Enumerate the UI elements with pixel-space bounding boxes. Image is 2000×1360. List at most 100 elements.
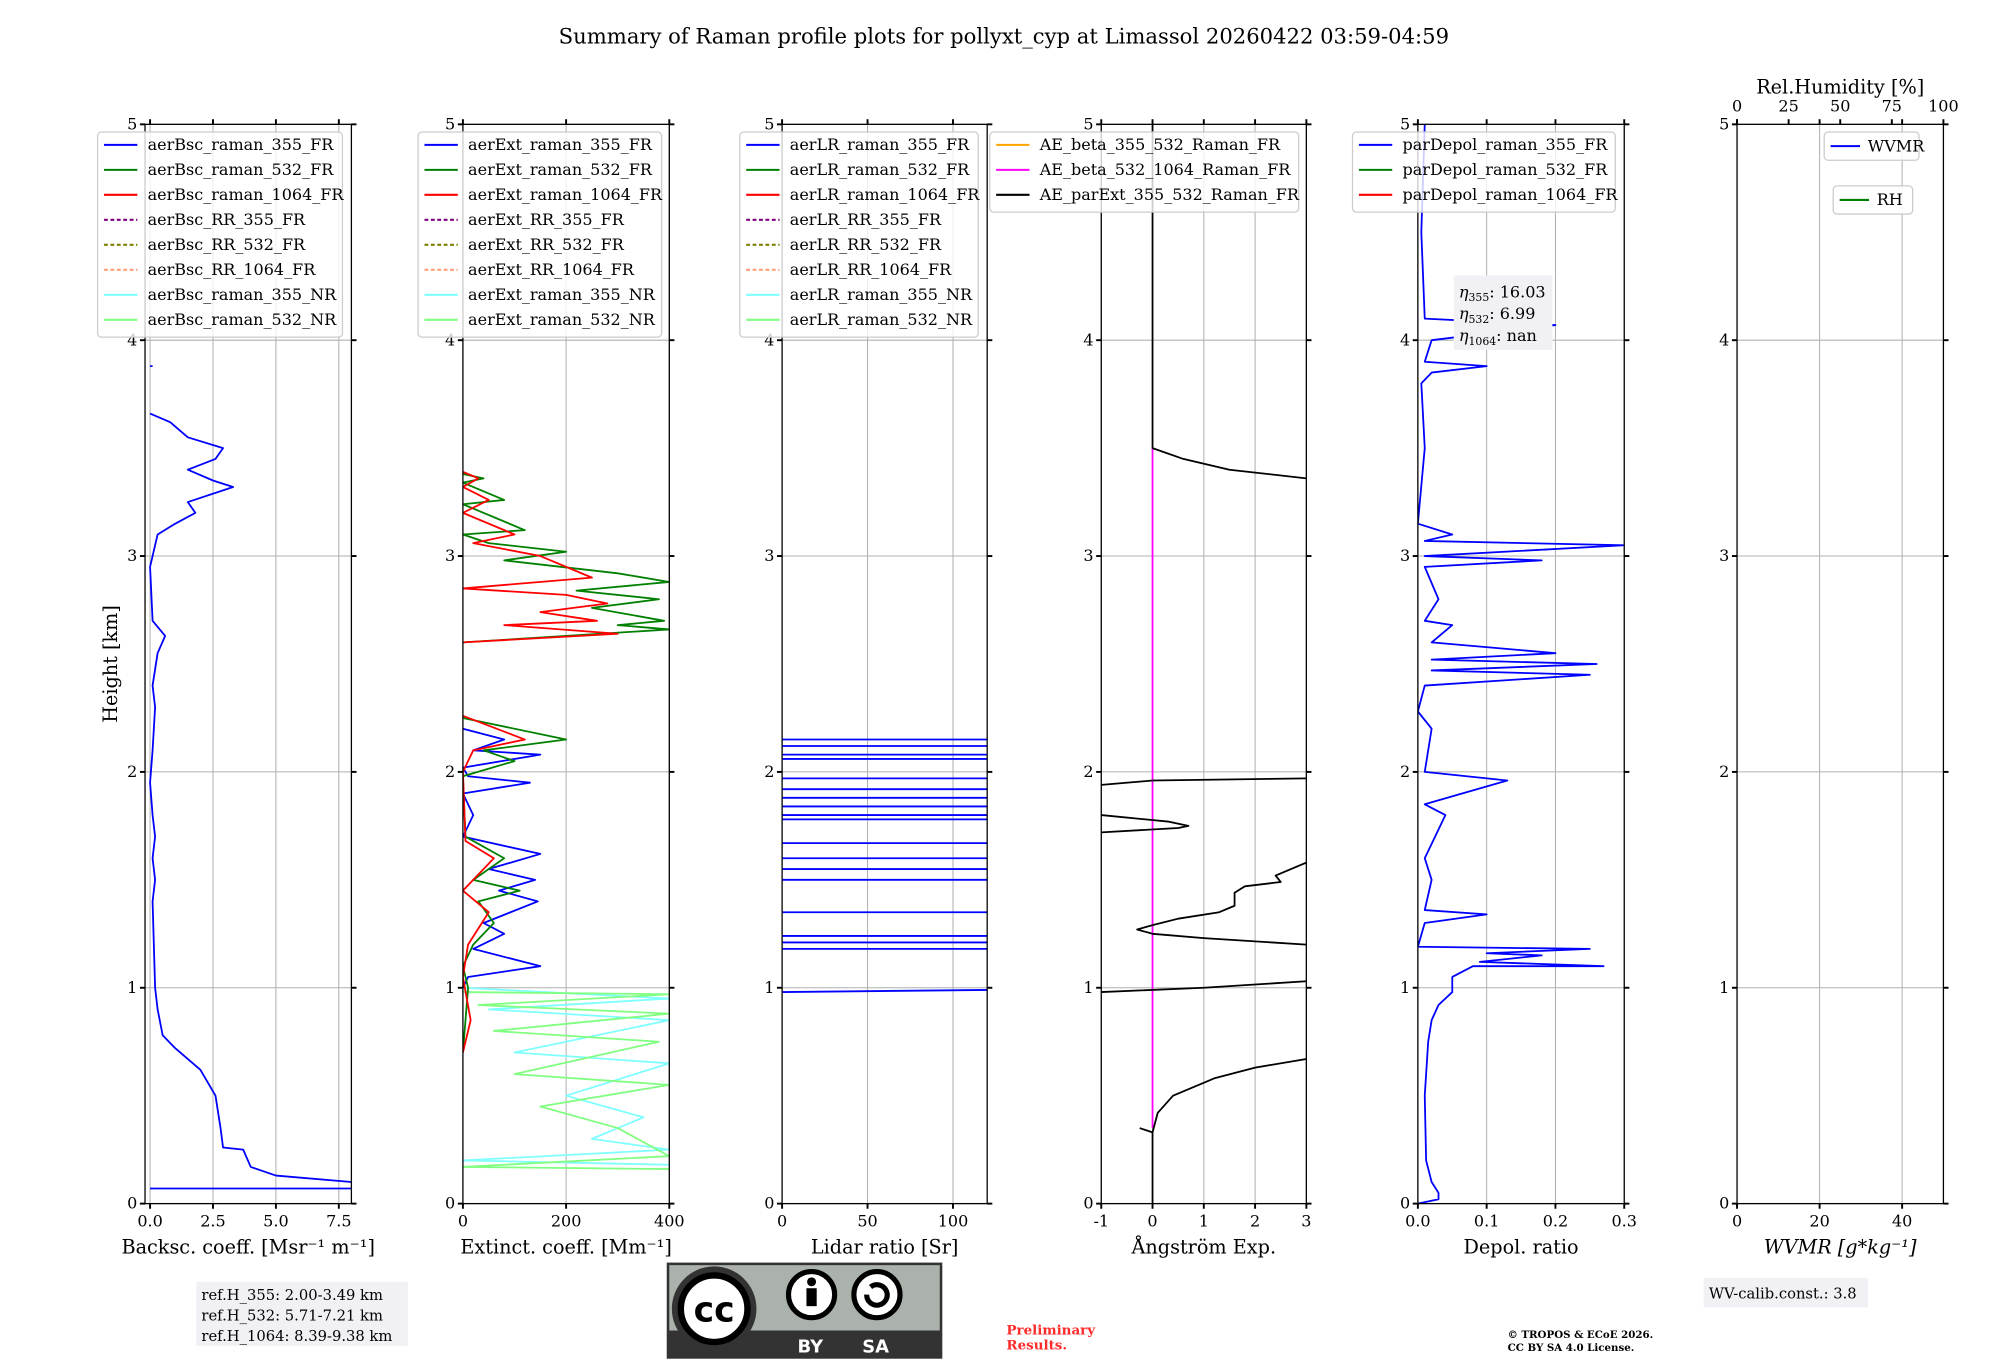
legend-label: aerBsc_raman_1064_FR [148, 185, 345, 204]
legend-label: aerExt_raman_532_NR [468, 310, 656, 329]
reference-heights-box: ref.H_355: 2.00-3.49 km ref.H_532: 5.71-… [196, 1281, 408, 1346]
series-line-AE_parExt_355_532_Raman_FR [1151, 124, 1307, 480]
x-tick-label: 50 [857, 1212, 877, 1231]
legend-label: AE_parExt_355_532_Raman_FR [1039, 185, 1300, 204]
y-tick-label: 0 [127, 1194, 137, 1213]
legend-label: aerExt_raman_355_FR [468, 135, 653, 154]
wv-calibration-box: WV-calib.const.: 3.8 [1703, 1277, 1868, 1308]
y-tick-label: 5 [127, 114, 137, 133]
copyright-line-1: © TROPOS & ECoE 2026. [1508, 1329, 1654, 1341]
top-x-axis-label: Rel.Humidity [%] [1756, 76, 1924, 99]
y-tick-label: 1 [127, 978, 137, 997]
legend-label: AE_beta_532_1064_Raman_FR [1039, 160, 1291, 179]
x-tick-label: 7.5 [326, 1212, 351, 1231]
x-axis-label: Lidar ratio [Sr] [811, 1236, 959, 1259]
x-axis-label: Depol. ratio [1464, 1236, 1579, 1259]
series-line-AE_parExt_355_532_Raman_FR [1139, 1127, 1154, 1204]
legend-label: aerLR_RR_532_FR [790, 235, 942, 254]
legend-label: aerExt_RR_1064_FR [468, 260, 635, 279]
y-tick-label: 1 [445, 978, 455, 997]
legend-label: aerLR_RR_355_FR [790, 210, 942, 229]
y-tick-label: 5 [764, 114, 774, 133]
preliminary-line-2: Results. [1006, 1338, 1067, 1354]
wv-calibration-constant: WV-calib.const.: 3.8 [1709, 1285, 1857, 1302]
legend-label: aerLR_raman_532_NR [790, 310, 973, 329]
legend-label: parDepol_raman_532_FR [1402, 160, 1608, 179]
x-axis-label: Extinct. coeff. [Mm⁻¹] [460, 1236, 671, 1259]
series-line-aerExt_raman_1064_FR [462, 471, 619, 644]
y-tick-label: 2 [1400, 762, 1410, 781]
legend: WVMR RH [1823, 131, 1925, 215]
cc-by-sa-logo: cc BY SA [666, 1262, 943, 1359]
legend: AE_beta_355_532_Raman_FR AE_beta_532_1064… [989, 131, 1300, 213]
x-tick-label: 2 [1250, 1212, 1260, 1231]
y-tick-label: 4 [764, 330, 774, 349]
series-line-AE_parExt_355_532_Raman_FR [1101, 980, 1307, 993]
legend-label: parDepol_raman_1064_FR [1402, 185, 1618, 204]
cc-logo-text: cc [694, 1291, 735, 1331]
x-axis-label: Ångström Exp. [1131, 1236, 1277, 1259]
copyright-line-2: CC BY SA 4.0 License. [1508, 1342, 1635, 1354]
legend-label: aerBsc_raman_532_NR [148, 310, 338, 329]
x-tick-label: 0.1 [1474, 1212, 1499, 1231]
y-tick-label: 5 [445, 114, 455, 133]
eta-value: η355: 16.03 [1459, 282, 1546, 304]
legend-label: RH [1877, 190, 1903, 209]
panel-5: 0.0 0.1 0.2 0.3 0 1 2 3 4 5 Depol. ratio parDepol_r… [1351, 114, 1637, 1259]
y-tick-label: 3 [1719, 546, 1729, 565]
axes-frame [144, 123, 353, 1205]
legend-label: aerBsc_RR_1064_FR [148, 260, 317, 279]
x-tick-label: 3 [1301, 1212, 1311, 1231]
legend-label: AE_beta_355_532_Raman_FR [1039, 135, 1281, 154]
x-tick-label: 0 [1732, 1212, 1742, 1231]
y-axis-label: Height [km] [99, 605, 122, 723]
legend-label: aerBsc_raman_532_FR [148, 160, 335, 179]
y-tick-label: 2 [764, 762, 774, 781]
legend-label: aerExt_raman_532_FR [468, 160, 653, 179]
figure-title: Summary of Raman profile plots for polly… [559, 24, 1449, 49]
y-tick-label: 3 [445, 546, 455, 565]
top-x-tick-label: 0 [1732, 97, 1742, 116]
y-tick-label: 1 [1083, 978, 1093, 997]
legend: parDepol_raman_355_FR parDepol_raman_532_… [1351, 131, 1618, 213]
y-tick-label: 3 [764, 546, 774, 565]
y-tick-label: 0 [1400, 1194, 1410, 1213]
series-line-aerExt_raman_1064_FR [462, 714, 526, 1053]
y-tick-label: 5 [1719, 114, 1729, 133]
y-tick-label: 4 [1083, 330, 1093, 349]
y-tick-label: 4 [127, 330, 137, 349]
x-tick-label: 0 [1147, 1212, 1157, 1231]
ref-height-532: ref.H_532: 5.71-7.21 km [201, 1307, 383, 1324]
legend-label: aerLR_raman_1064_FR [790, 185, 981, 204]
legend: aerExt_raman_355_FR aerExt_raman_532_FRae… [417, 131, 663, 338]
y-tick-label: 2 [1083, 762, 1093, 781]
legend-label: aerExt_raman_1064_FR [468, 185, 663, 204]
y-tick-label: 2 [1719, 762, 1729, 781]
panels: 0.0 2.5 5.0 7.5 0 1 2 3 4 5 Backsc. coeff. [Msr⁻¹ … [96, 76, 1959, 1259]
legend-label: aerBsc_raman_355_FR [148, 135, 335, 154]
x-tick-label: 100 [938, 1212, 969, 1231]
x-tick-label: 400 [654, 1212, 685, 1231]
legend-label: aerBsc_raman_355_NR [148, 285, 338, 304]
panel-3: 0 50 100 0 1 2 3 4 5 Lidar ratio [Sr] aerLR_raman_… [739, 114, 993, 1259]
legend-label: aerExt_raman_355_NR [468, 285, 656, 304]
preliminary-line-1: Preliminary [1006, 1322, 1096, 1338]
share-alike-icon [864, 1282, 890, 1308]
x-tick-label: 200 [551, 1212, 582, 1231]
y-tick-label: 3 [127, 546, 137, 565]
top-x-tick-label: 75 [1882, 97, 1902, 116]
y-tick-label: 4 [1400, 330, 1410, 349]
panel-6: 0 20 40 0 1 2 3 4 5 WVMR [g*kg⁻¹] 0 25 50 75 100Rel.Hu… [1719, 76, 1959, 1259]
y-tick-label: 1 [764, 978, 774, 997]
series-line-parDepol_raman_355_FR [1417, 124, 1625, 1204]
legend-label: aerBsc_RR_355_FR [148, 210, 306, 229]
x-tick-label: -1 [1093, 1212, 1109, 1231]
top-x-tick-label: 50 [1830, 97, 1850, 116]
legend: aerLR_raman_355_FR aerLR_raman_532_FR aerL… [739, 131, 981, 338]
axes-frame [1417, 123, 1625, 1205]
y-tick-label: 1 [1719, 978, 1729, 997]
legend-label: aerLR_raman_355_NR [790, 285, 973, 304]
panel-1: 0.0 2.5 5.0 7.5 0 1 2 3 4 5 Backsc. coeff. [Msr⁻¹ … [96, 114, 375, 1259]
series-line-aerLR_raman_355_FR [782, 989, 988, 993]
